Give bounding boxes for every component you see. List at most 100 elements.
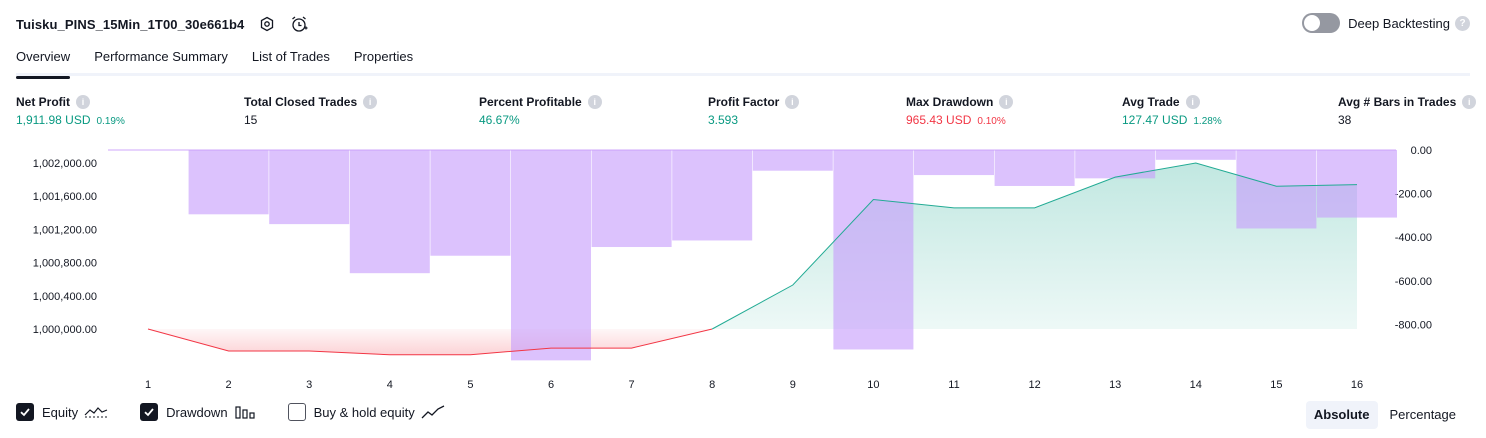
metric-value: 1,911.98 USD: [16, 113, 91, 127]
legend-label: Buy & hold equity: [313, 404, 415, 420]
equity-line-below: [147, 328, 713, 356]
deep-backtesting: Deep Backtesting ?: [1302, 13, 1470, 33]
metric-percent-profitable: Percent Profitable i 46.67%: [479, 93, 602, 128]
drawdown-bar: [349, 150, 430, 274]
x-axis-tick-label: 10: [867, 379, 879, 391]
info-icon[interactable]: i: [76, 94, 90, 109]
metric-percent: 0.10%: [977, 116, 1006, 127]
checkbox-checked-icon[interactable]: [140, 403, 159, 421]
metric-label: Total Closed Trades: [244, 94, 358, 109]
info-icon[interactable]: i: [363, 94, 378, 109]
drawdown-bar: [672, 150, 753, 241]
drawdown-bar: [1075, 150, 1156, 179]
mode-absolute[interactable]: Absolute: [1305, 401, 1378, 429]
info-icon[interactable]: i: [785, 94, 800, 109]
tab-list-of-trades[interactable]: List of Trades: [251, 49, 330, 64]
metric-label: Net Profit: [16, 94, 70, 109]
value-mode-switch: Absolute Percentage: [1302, 401, 1464, 429]
x-axis-tick-label: 3: [306, 379, 312, 391]
metric-value: 3.593: [708, 113, 739, 127]
info-icon[interactable]: i: [587, 94, 602, 109]
drawdown-bar: [1236, 150, 1317, 229]
toggle-knob: [1304, 15, 1321, 31]
metric-percent: 0.19%: [96, 116, 125, 127]
right-axis-tick-label: -600.00: [1395, 276, 1432, 288]
drawdown-bar: [430, 150, 511, 256]
info-icon[interactable]: i: [999, 94, 1014, 109]
metric-label: Percent Profitable: [479, 94, 582, 109]
alarm-plus-icon[interactable]: [290, 15, 308, 33]
right-axis-tick-label: 0.00: [1411, 145, 1432, 157]
x-axis-tick-label: 2: [226, 379, 232, 391]
gear-icon[interactable]: [258, 15, 276, 33]
metric-label: Avg Trade: [1122, 94, 1180, 109]
legend-label: Drawdown: [166, 404, 228, 420]
right-axis-tick-label: -800.00: [1395, 319, 1432, 331]
metric-value: 46.67%: [479, 113, 520, 127]
drawdown-bar: [1317, 150, 1397, 218]
tab-performance-summary[interactable]: Performance Summary: [94, 49, 228, 64]
metric-value: 127.47 USD: [1122, 113, 1188, 127]
metric-avg-trade: Avg Trade i 127.47 USD 1.28%: [1122, 93, 1222, 128]
drawdown-bar: [833, 150, 914, 350]
metric-avg-bars: Avg # Bars in Trades i 38: [1338, 93, 1477, 128]
x-axis-tick-label: 13: [1109, 379, 1121, 391]
checkbox-checked-icon[interactable]: [16, 403, 34, 421]
deep-backtesting-label: Deep Backtesting: [1348, 15, 1450, 31]
left-axis-tick-label: 1,001,200.00: [33, 224, 97, 236]
x-axis-tick-label: 14: [1190, 379, 1202, 391]
tab-overview[interactable]: Overview: [16, 48, 71, 79]
x-axis-tick-label: 5: [467, 379, 473, 391]
legend-label: Equity: [42, 404, 79, 420]
equity-line-above: [711, 162, 1358, 330]
strategy-name: Tuisku_PINS_15Min_1T00_30e661b4: [16, 16, 245, 32]
info-icon[interactable]: i: [1462, 94, 1477, 109]
metric-max-drawdown: Max Drawdown i 965.43 USD 0.10%: [906, 93, 1014, 128]
legend-buy-hold[interactable]: Buy & hold equity: [287, 403, 445, 421]
metric-label: Profit Factor: [708, 94, 780, 109]
metric-value: 965.43 USD: [906, 113, 972, 127]
checkbox-unchecked-icon[interactable]: [287, 403, 306, 421]
metric-percent: 1.28%: [1193, 116, 1222, 127]
tab-properties[interactable]: Properties: [353, 49, 414, 64]
legend-equity[interactable]: Equity: [16, 403, 108, 421]
left-axis-tick-label: 1,002,000.00: [33, 158, 97, 170]
drawdown-bar: [994, 150, 1075, 186]
right-axis-tick-label: -400.00: [1395, 232, 1432, 244]
drawdown-bar: [269, 150, 350, 225]
drawdown-bar: [511, 150, 591, 361]
x-axis-tick-label: 8: [709, 379, 715, 391]
left-axis-tick-label: 1,001,600.00: [33, 191, 97, 203]
x-axis-tick-label: 7: [629, 379, 635, 391]
chart-legend: Equity Drawdown Buy & hold equity: [16, 403, 477, 421]
strategy-header: Tuisku_PINS_15Min_1T00_30e661b4: [16, 12, 308, 36]
metric-total-closed-trades: Total Closed Trades i 15: [244, 93, 378, 128]
info-icon[interactable]: i: [1185, 94, 1200, 109]
drawdown-bar: [752, 150, 833, 171]
tab-bar: Overview Performance Summary List of Tra…: [16, 48, 1470, 79]
x-axis-tick-label: 15: [1270, 379, 1282, 391]
equity-drawdown-chart[interactable]: 1,002,000.00 1,001,600.00 1,001,200.00 1,00…: [0, 140, 1486, 395]
metric-value: 15: [244, 113, 258, 127]
left-axis-tick-label: 1,000,800.00: [33, 258, 97, 270]
help-icon[interactable]: ?: [1455, 15, 1470, 31]
buy-hold-line-icon: [421, 404, 445, 420]
metric-label: Max Drawdown: [906, 94, 994, 109]
x-axis-tick-label: 1: [145, 379, 151, 391]
deep-backtesting-toggle[interactable]: [1302, 13, 1341, 33]
metric-profit-factor: Profit Factor i 3.593: [708, 93, 800, 128]
left-axis-tick-label: 1,000,000.00: [33, 324, 97, 336]
legend-drawdown[interactable]: Drawdown: [140, 403, 255, 421]
metric-net-profit: Net Profit i 1,911.98 USD 0.19%: [16, 93, 125, 128]
x-axis-tick-label: 12: [1028, 379, 1040, 391]
x-axis-tick-label: 11: [948, 379, 959, 391]
x-axis-tick-label: 4: [387, 379, 393, 391]
x-axis-tick-label: 9: [790, 379, 796, 391]
drawdown-bar: [914, 150, 994, 176]
metric-label: Avg # Bars in Trades: [1338, 94, 1457, 109]
drawdown-bar: [1155, 150, 1236, 160]
mode-percentage[interactable]: Percentage: [1389, 407, 1457, 422]
x-axis-tick-label: 6: [548, 379, 554, 391]
left-axis-tick-label: 1,000,400.00: [33, 291, 97, 303]
right-axis-tick-label: -200.00: [1395, 189, 1432, 201]
